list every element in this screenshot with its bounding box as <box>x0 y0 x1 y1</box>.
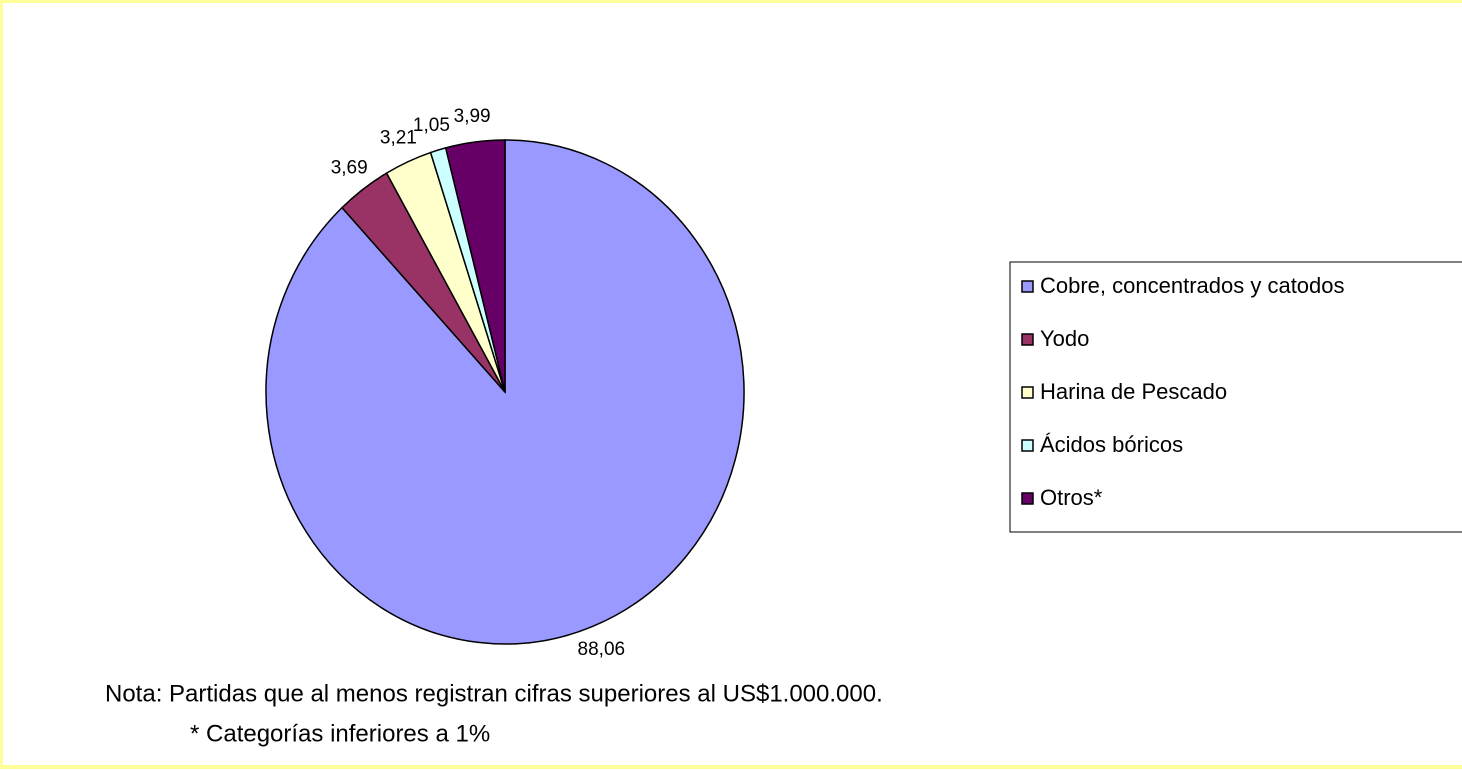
note: * Categorías inferiores a 1% <box>190 720 490 747</box>
legend-swatch <box>1021 386 1034 399</box>
legend-label: Cobre, concentrados y catodos <box>1040 273 1345 298</box>
data-label: 3,21 <box>380 128 417 149</box>
data-label: 3,99 <box>454 106 491 127</box>
legend-swatch <box>1021 439 1034 452</box>
data-label: 3,69 <box>331 158 368 179</box>
legend-label: Otros* <box>1040 485 1103 510</box>
legend-box <box>1009 261 1462 533</box>
data-label: 88,06 <box>578 639 626 660</box>
legend-swatch <box>1021 280 1034 293</box>
legend-label: Ácidos bóricos <box>1040 432 1183 457</box>
legend-swatch <box>1021 333 1034 346</box>
legend-label: Harina de Pescado <box>1040 379 1227 404</box>
note: Nota: Partidas que al menos registran ci… <box>105 680 883 707</box>
pie-slice <box>444 139 506 393</box>
legend-swatch <box>1021 492 1034 505</box>
legend-label: Yodo <box>1040 326 1089 351</box>
data-label: 1,05 <box>413 115 450 136</box>
